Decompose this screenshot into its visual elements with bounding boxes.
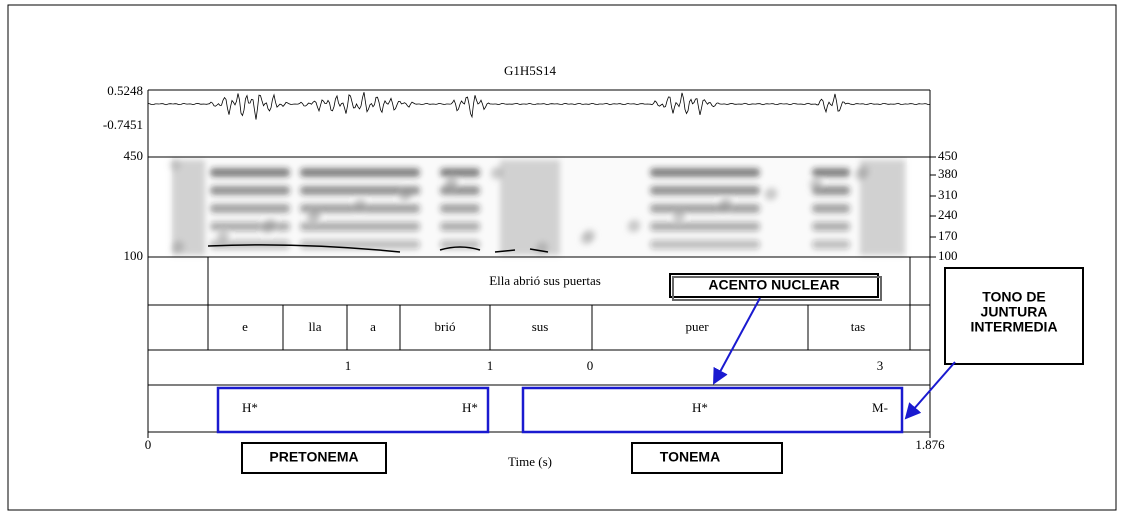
formant	[812, 186, 850, 195]
nuclear-shadow	[672, 276, 882, 301]
noise-dot	[402, 186, 414, 198]
tonema-label-box	[631, 442, 783, 474]
formant	[650, 168, 760, 177]
formant	[210, 168, 290, 177]
time-start: 0	[145, 437, 152, 452]
pitch-label: 170	[938, 228, 958, 243]
formant	[440, 222, 480, 231]
break-index: 0	[587, 358, 594, 373]
formant	[440, 204, 480, 213]
title: G1H5S14	[504, 63, 557, 78]
syllable: a	[370, 319, 376, 334]
wave-max: 0.5248	[107, 83, 143, 98]
noise-dot	[355, 198, 367, 210]
sentence: Ella abrió sus puertas	[489, 273, 601, 288]
tonema-box	[521, 386, 904, 434]
noise-dot	[447, 176, 459, 188]
pitch-label: 380	[938, 166, 958, 181]
noise-dot	[265, 218, 277, 230]
noise	[172, 160, 205, 255]
formant	[650, 240, 760, 249]
formant	[210, 204, 290, 213]
formant	[210, 222, 290, 231]
formant	[440, 240, 480, 249]
noise-dot	[218, 230, 230, 242]
noise-dot	[169, 159, 181, 171]
juntura-line: INTERMEDIA	[970, 319, 1057, 335]
tonema-label: TONEMA	[660, 449, 720, 465]
pretonema-label-box	[241, 442, 387, 474]
nuclear-box	[669, 273, 879, 298]
noise-dot	[492, 166, 504, 178]
formant	[650, 204, 760, 213]
noise-dot	[310, 208, 322, 220]
break-index: 1	[487, 358, 494, 373]
juntura-box	[944, 267, 1084, 365]
spec-top: 450	[124, 148, 144, 163]
noise-dot	[721, 197, 733, 209]
syllable: lla	[309, 319, 322, 334]
formant	[650, 222, 760, 231]
nuclear-label: ACENTO NUCLEAR	[708, 277, 839, 293]
arrow	[713, 297, 761, 385]
time-end: 1.876	[915, 437, 945, 452]
syllable: tas	[851, 319, 865, 334]
wave-min: -0.7451	[103, 117, 143, 132]
tone-label: M-	[872, 400, 888, 415]
noise-dot	[858, 165, 870, 177]
formant	[300, 186, 420, 195]
waveform-trace	[147, 92, 930, 120]
tone-label: H*	[462, 400, 478, 415]
spec-bottom: 100	[124, 248, 144, 263]
pitch-label: 240	[938, 207, 958, 222]
tone-label: H*	[692, 400, 708, 415]
noise-dot	[811, 177, 823, 189]
waveform	[147, 92, 930, 120]
pretonema-label: PRETONEMA	[269, 449, 358, 465]
break-index: 1	[345, 358, 352, 373]
outer-frame	[7, 4, 1117, 511]
tone-label: H*	[242, 400, 258, 415]
noise-dot	[584, 229, 596, 241]
noise-dot	[766, 187, 778, 199]
syllable: brió	[435, 319, 456, 334]
pitch-label: 450	[938, 148, 958, 163]
formant	[210, 186, 290, 195]
juntura-line: JUNTURA	[981, 304, 1048, 320]
syllable: puer	[685, 319, 709, 334]
formant	[812, 240, 850, 249]
noise-dot	[173, 240, 185, 252]
formant	[812, 168, 850, 177]
formant	[650, 186, 760, 195]
break-index: 3	[877, 358, 884, 373]
formant	[300, 240, 420, 249]
formant	[440, 168, 480, 177]
juntura-line: TONO DE	[982, 289, 1046, 305]
arrow	[904, 361, 956, 420]
syllable: sus	[532, 319, 549, 334]
pitch-label: 100	[938, 248, 958, 263]
pretonema-box	[216, 386, 490, 434]
formant	[812, 222, 850, 231]
syllable: e	[242, 319, 248, 334]
pitch-label: 310	[938, 187, 958, 202]
formant	[300, 168, 420, 177]
time-label: Time (s)	[508, 454, 552, 469]
pitch-contour	[207, 244, 549, 253]
tier-grid	[147, 89, 931, 438]
formant	[300, 222, 420, 231]
noise	[500, 160, 560, 255]
formant	[812, 204, 850, 213]
noise-dot	[674, 209, 686, 221]
noise-dot	[629, 219, 641, 231]
